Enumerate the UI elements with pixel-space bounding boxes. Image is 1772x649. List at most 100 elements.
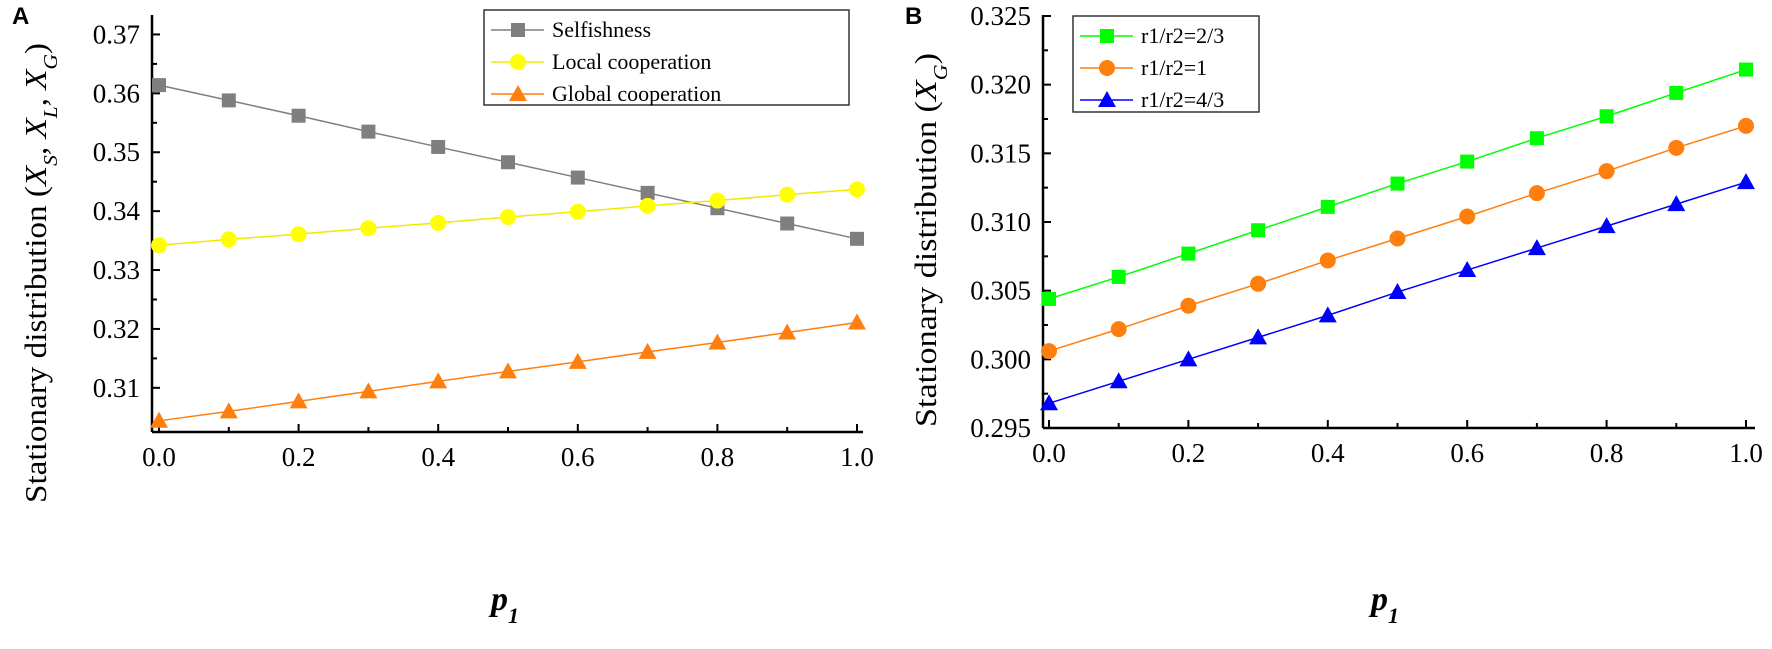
x-tick-label: 0.0	[142, 442, 176, 472]
x-tick-label: 0.6	[561, 442, 595, 472]
data-point	[1667, 195, 1686, 212]
data-point	[1460, 154, 1475, 169]
data-point	[780, 216, 795, 231]
x-axis-label-text: p	[488, 581, 508, 618]
data-point	[431, 139, 446, 154]
data-point	[1668, 139, 1685, 156]
data-point	[1320, 199, 1335, 214]
y-axis-label: Stationary distribution (XS, XL, XG)	[18, 43, 62, 503]
y-axis-label-part: X	[908, 79, 943, 103]
legend-marker	[511, 23, 525, 37]
y-tick-label: 0.34	[93, 196, 141, 226]
panel-label: A	[12, 3, 29, 30]
data-point	[1319, 252, 1336, 269]
data-point	[1179, 350, 1198, 367]
data-point	[640, 185, 655, 200]
legend-marker	[1099, 60, 1115, 76]
data-point	[1249, 328, 1268, 345]
data-point	[219, 402, 238, 419]
series-1	[1041, 117, 1754, 360]
series-2	[1040, 173, 1755, 411]
data-point	[500, 209, 516, 226]
y-axis-label-part: G	[40, 53, 62, 69]
data-point	[570, 170, 585, 185]
y-axis-label-text: Stationary distribution (	[18, 186, 53, 503]
data-point	[1458, 261, 1477, 278]
legend-label: r1/r2=2/3	[1141, 23, 1224, 48]
data-point	[1040, 394, 1058, 411]
data-point	[849, 181, 865, 198]
y-axis-label-part: )	[18, 43, 53, 54]
x-tick-label: 0.0	[1032, 438, 1066, 468]
data-point	[151, 237, 167, 254]
data-point	[289, 392, 308, 409]
data-point	[568, 352, 587, 369]
data-point	[290, 226, 307, 243]
legend: Selfishness Local cooperation Global coope…	[483, 9, 850, 106]
data-point	[1109, 372, 1128, 389]
y-axis-label-part: )	[908, 53, 943, 64]
series-0	[1042, 62, 1753, 306]
x-tick-label: 0.6	[1450, 438, 1484, 468]
y-tick-label: 0.35	[93, 137, 140, 167]
panel-label: B	[905, 3, 922, 30]
data-point	[1181, 246, 1196, 261]
y-axis-label-part: S	[40, 155, 62, 166]
data-point	[1042, 291, 1056, 306]
legend-label: Selfishness	[552, 17, 651, 42]
y-axis-label-part: , X	[18, 68, 53, 106]
x-tick-label: 1.0	[1729, 438, 1763, 468]
legend-marker	[1100, 29, 1114, 43]
data-point	[1599, 109, 1614, 124]
x-tick-label: 0.8	[701, 442, 735, 472]
data-point	[1390, 176, 1405, 191]
data-point	[1459, 208, 1476, 225]
data-point	[1318, 306, 1337, 323]
legend-label: Global cooperation	[552, 81, 721, 106]
data-point	[1180, 297, 1197, 314]
y-axis-label-part: X	[18, 165, 53, 189]
legend-marker	[1098, 91, 1116, 107]
data-point	[1251, 223, 1266, 238]
data-point	[1669, 85, 1684, 100]
y-tick-label: 0.37	[93, 19, 140, 49]
data-point	[499, 362, 517, 379]
y-tick-label: 0.32	[93, 314, 140, 344]
y-tick-label: 0.320	[970, 70, 1031, 100]
data-point	[708, 333, 727, 350]
legend-label: r1/r2=1	[1141, 55, 1207, 80]
panel-b: B 0.295 0.300 0.305 0.310 0.315 0.320 0.325 0.0 0…	[905, 1, 1763, 628]
data-point	[1738, 117, 1754, 134]
y-tick-label: 0.295	[970, 413, 1031, 443]
legend-label: Local cooperation	[552, 49, 711, 74]
data-point	[569, 203, 586, 220]
y-tick-label: 0.36	[93, 78, 140, 108]
data-point	[359, 382, 378, 399]
legend-label: r1/r2=4/3	[1141, 87, 1224, 112]
y-axis-label-part: , X	[18, 117, 53, 155]
legend: r1/r2=2/3 r1/r2=1 r1/r2=4/3	[1072, 15, 1260, 113]
data-point	[639, 197, 656, 214]
data-point	[361, 124, 376, 139]
y-tick-label: 0.305	[970, 276, 1031, 306]
data-point	[848, 313, 866, 330]
data-point	[430, 214, 447, 231]
y-axis-label: Stationary distribution (XG)	[908, 53, 952, 427]
data-point	[291, 108, 306, 123]
data-point	[220, 231, 237, 248]
x-axis-label-subscript: 1	[508, 603, 519, 628]
data-point	[150, 411, 168, 428]
data-point	[152, 78, 166, 93]
data-point	[1250, 275, 1267, 292]
x-axis-label: p1	[488, 581, 519, 628]
y-tick-label: 0.300	[970, 344, 1031, 374]
data-point	[1111, 269, 1126, 284]
data-point	[1041, 343, 1057, 360]
data-point	[1389, 230, 1406, 247]
legend-marker	[509, 85, 527, 101]
legend-marker	[510, 54, 526, 70]
y-axis-label-part: L	[40, 106, 62, 119]
y-tick-label: 0.315	[970, 138, 1031, 168]
y-tick-label: 0.310	[970, 207, 1031, 237]
